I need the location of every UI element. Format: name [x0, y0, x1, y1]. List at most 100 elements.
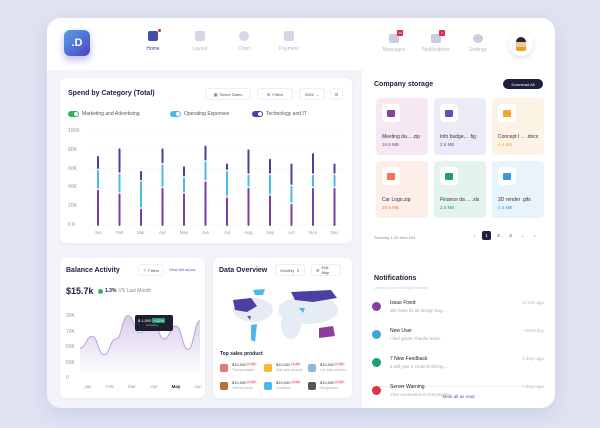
compare-label: VS Last Month	[118, 288, 152, 294]
logo[interactable]: .D	[64, 30, 90, 56]
nav-payment[interactable]: Payment	[269, 31, 309, 52]
file-card[interactable]: Info budge... .fig 2.6 MB	[434, 98, 486, 155]
legend-operating[interactable]: Operating Expenses	[170, 111, 229, 117]
toggle[interactable]	[252, 111, 263, 117]
file-icon	[382, 167, 400, 185]
product-item[interactable]: $10,000 +1.3% Sunglasses	[308, 380, 348, 394]
mark-all-read-link[interactable]: Mark all as read	[442, 394, 475, 399]
view-report-link[interactable]: View full report	[169, 267, 196, 272]
notification-item[interactable]: Server Warning Your connection is not pri…	[372, 384, 544, 408]
filters-button[interactable]: ⊤ Filters	[138, 264, 164, 276]
avatar[interactable]	[509, 32, 533, 56]
notification-title: New User	[390, 328, 412, 334]
nav-label: Payment	[279, 46, 299, 52]
y-tick-label: 60K	[66, 344, 75, 350]
toggle[interactable]	[68, 111, 79, 117]
section-title: Notifications	[374, 275, 417, 282]
area-chart	[79, 315, 201, 376]
product-item[interactable]: $10,000 +1.3% Car sale product	[308, 362, 348, 376]
product-value: $10,000	[276, 380, 291, 385]
pagination-info: Showing 1-10 from 100	[374, 235, 416, 240]
world-map	[233, 289, 338, 342]
tooltip-value: $ 1,500	[138, 318, 152, 323]
file-icon	[440, 104, 458, 122]
product-name: Transportation	[232, 368, 255, 372]
page-button[interactable]: 1	[482, 231, 491, 240]
button-label: Filters	[272, 91, 284, 97]
y-tick-label: 20K	[68, 203, 77, 210]
x-tick-label: May	[179, 230, 189, 235]
product-value: $10,000	[276, 362, 291, 367]
file-card[interactable]: Meeting da... .zip 16.5 MB	[376, 98, 428, 155]
x-tick-label[interactable]: May	[171, 384, 181, 389]
product-tag: +1.3%	[290, 362, 301, 366]
toggle[interactable]	[170, 111, 181, 117]
notification-item[interactable]: 7 New Feedback It will give a smart finis…	[372, 356, 544, 380]
notification-item[interactable]: New User I feel great! Thanks team. Yester…	[372, 328, 544, 352]
notification-item[interactable]: Issue Fixed We have fix all design bug ..…	[372, 300, 544, 324]
notification-desc: It will give a smart finishing ...	[390, 364, 449, 369]
notifications-button[interactable]: 2 Notifications	[416, 30, 456, 53]
file-card[interactable]: Finance da ... .xls 2.6 MB	[434, 161, 486, 218]
file-icon	[498, 167, 516, 185]
page-button[interactable]: ‹	[473, 233, 476, 238]
product-name: Delivery boys	[232, 386, 254, 390]
legend-marketing[interactable]: Marketing and Advertising	[68, 111, 140, 117]
page-button[interactable]: ...	[520, 233, 525, 238]
x-tick-label[interactable]: Mar	[128, 384, 136, 389]
x-tick-label[interactable]: Feb	[106, 384, 114, 389]
notification-title: Issue Fixed	[390, 300, 416, 306]
page-button[interactable]: ›	[533, 233, 536, 238]
page-button[interactable]: 2	[497, 233, 500, 238]
x-tick-label[interactable]: Apr	[150, 384, 158, 389]
dashboard: .D Home Layout Chart Payment Spend by Ca…	[47, 18, 555, 408]
edit-map-button[interactable]: ⚙ Edit Map	[311, 264, 341, 276]
x-tick-label: Mar	[137, 230, 145, 235]
file-icon	[382, 104, 400, 122]
x-tick-label[interactable]: Jun	[194, 384, 202, 389]
filters-button[interactable]: ☰ Filters	[257, 88, 293, 100]
messages-button[interactable]: 10 Messages	[374, 30, 414, 53]
top-nav: .D Home Layout Chart Payment	[47, 18, 362, 70]
user-icon	[372, 330, 381, 339]
period-select[interactable]: Monthly ⇕	[275, 264, 305, 276]
filter-icon: ☰	[266, 91, 271, 97]
download-all-button[interactable]: Download All	[503, 79, 543, 89]
file-card[interactable]: Concept I ... .docx 4.4 MB	[492, 98, 544, 155]
notification-desc: Your connection is not private	[390, 392, 449, 397]
nav-chart[interactable]: Chart	[224, 31, 264, 52]
product-item[interactable]: $10,000 +1.3% Jewellery	[264, 380, 304, 394]
home-icon	[148, 29, 161, 41]
nav-home[interactable]: Home	[133, 29, 173, 52]
select-dates-button[interactable]: ▦ Select Dates	[205, 88, 251, 100]
bell-icon: 2	[431, 30, 445, 43]
balance-card: Balance Activity ⊤ Filters View full repo…	[60, 258, 205, 398]
year-select[interactable]: 2026 ⌄	[299, 88, 325, 100]
balance-value: $15.7k	[66, 286, 94, 296]
file-size: 2.6 MB	[440, 142, 455, 147]
mail-icon: 10	[389, 30, 403, 43]
notification-desc: I feel great! Thanks team.	[390, 336, 441, 341]
page-button[interactable]: 3	[509, 233, 512, 238]
product-item[interactable]: $10,000 +1.3% Transportation	[220, 362, 260, 376]
x-tick-label[interactable]: Jan	[84, 384, 92, 389]
settings-button[interactable]: Settings	[458, 34, 498, 53]
file-card[interactable]: 3D render .gifs 4.4 MB	[492, 161, 544, 218]
x-tick-label: Jul	[224, 230, 230, 235]
settings-button[interactable]: ⚙	[330, 88, 343, 100]
legend-technology[interactable]: Technology and IT	[252, 111, 307, 117]
tooltip-tag: +12%	[152, 318, 165, 323]
x-tick-label: Dec	[330, 230, 339, 235]
check-icon	[372, 302, 381, 311]
x-tick-label: Apr	[158, 230, 167, 235]
wallet-icon	[284, 31, 294, 41]
grid-icon	[195, 31, 205, 41]
product-item[interactable]: $10,000 +1.3% Star sale product	[264, 362, 304, 376]
y-tick-label: 80K	[68, 146, 77, 153]
y-tick-label: 60K	[68, 165, 77, 172]
nav-layout[interactable]: Layout	[180, 31, 220, 52]
product-item[interactable]: $10,000 +1.3% Delivery boys	[220, 380, 260, 394]
nav-label: Settings	[468, 47, 488, 53]
select-value: 2026	[304, 91, 314, 97]
file-card[interactable]: Car Logo.zip 16.5 MB	[376, 161, 428, 218]
